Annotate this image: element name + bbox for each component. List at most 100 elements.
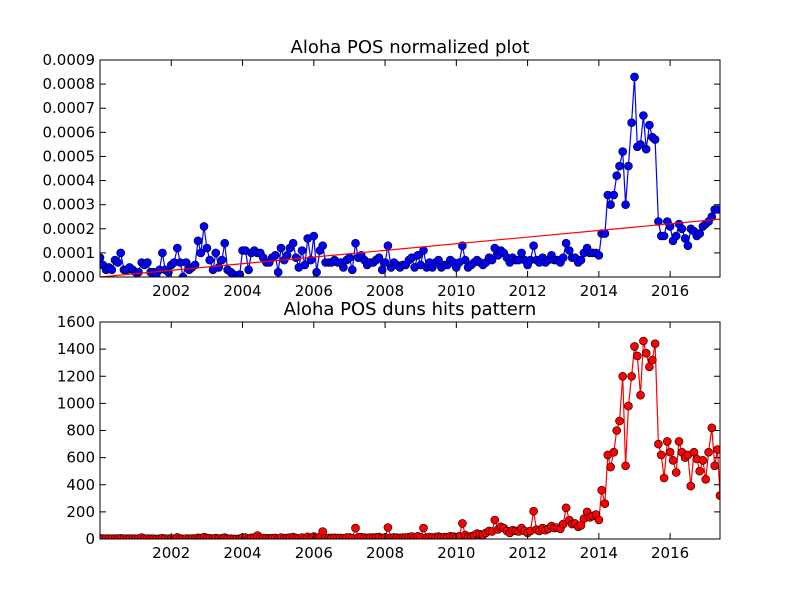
- data-point-1-180: [630, 342, 639, 351]
- data-point-0-84: [345, 253, 354, 263]
- data-point-1-208: [713, 445, 720, 454]
- x-tick-label-1-1: 2004: [223, 544, 261, 562]
- data-point-0-85: [347, 265, 357, 275]
- data-point-1-182: [636, 390, 645, 400]
- y-tick-label-1-8: 1600: [57, 313, 95, 331]
- x-tick-label-0-1: 2004: [223, 282, 261, 300]
- data-point-1-205: [704, 447, 713, 457]
- data-point-1-146: [529, 506, 538, 516]
- data-point-0-174: [612, 171, 622, 180]
- data-point-0-36: [202, 243, 212, 253]
- data-point-1-176: [618, 371, 628, 381]
- data-point-0-94: [374, 253, 384, 263]
- data-point-0-196: [677, 224, 687, 234]
- x-tick-label-0-2: 2006: [295, 282, 333, 300]
- axes-normalized-plot: Aloha POS normalized plot 2002 2004 2006 20…: [43, 37, 721, 300]
- data-point-0-68: [297, 246, 307, 255]
- data-point-0-132: [487, 255, 497, 265]
- data-point-1-174: [612, 426, 622, 435]
- data-point-0-96: [380, 258, 390, 267]
- data-point-0-4: [107, 265, 117, 275]
- data-point-1-122: [458, 519, 467, 528]
- y-tick-label-0-3: 0.0003: [43, 196, 96, 214]
- x-tick-label-0-4: 2010: [437, 282, 475, 300]
- x-tick-label-1-7: 2016: [651, 544, 689, 562]
- data-point-0-37: [205, 255, 214, 265]
- data-point-0-50: [244, 265, 253, 275]
- data-point-0-172: [606, 200, 615, 209]
- data-point-0-0: [100, 253, 105, 262]
- data-point-1-157: [561, 503, 571, 513]
- data-point-1-190: [659, 473, 669, 483]
- data-point-0-173: [609, 190, 619, 200]
- data-point-0-13: [134, 267, 143, 277]
- data-point-1-191: [662, 437, 672, 446]
- data-point-1-181: [632, 351, 642, 361]
- y-tick-label-1-4: 800: [66, 422, 95, 440]
- data-point-1-184: [641, 348, 651, 358]
- data-point-1-169: [597, 485, 607, 495]
- data-point-0-194: [671, 231, 681, 241]
- data-point-0-86: [351, 238, 360, 248]
- data-point-1-172: [606, 462, 615, 472]
- data-point-0-175: [615, 161, 624, 171]
- data-point-0-197: [680, 234, 690, 243]
- data-point-0-72: [309, 231, 319, 241]
- x-tick-label-1-0: 2002: [152, 544, 190, 562]
- data-point-1-97: [383, 523, 393, 532]
- data-point-1-199: [686, 481, 696, 491]
- data-point-0-179: [627, 118, 636, 127]
- data-point-0-188: [654, 217, 663, 226]
- data-point-0-35: [199, 222, 209, 231]
- data-point-1-203: [698, 455, 708, 465]
- data-point-0-63: [282, 251, 292, 260]
- data-point-0-28: [178, 272, 188, 277]
- data-point-1-188: [654, 439, 663, 449]
- data-point-0-202: [695, 229, 705, 238]
- y-tick-label-1-3: 600: [66, 449, 95, 467]
- data-point-0-176: [618, 147, 628, 156]
- data-point-0-158: [564, 246, 574, 255]
- x-tick-label-1-4: 2010: [437, 544, 475, 562]
- data-point-1-170: [600, 499, 610, 509]
- data-point-1-187: [650, 339, 660, 349]
- data-point-0-177: [621, 200, 630, 209]
- data-point-0-157: [561, 238, 571, 248]
- data-point-1-189: [656, 450, 666, 460]
- y-tick-label-1-5: 1000: [57, 394, 95, 412]
- x-tick-label-0-5: 2012: [508, 282, 546, 300]
- data-point-1-195: [674, 437, 684, 446]
- data-point-0-32: [190, 260, 200, 270]
- data-point-0-97: [383, 241, 393, 250]
- data-point-0-206: [707, 212, 717, 221]
- x-tick-label-0-6: 2014: [580, 282, 618, 300]
- y-tick-label-0-2: 0.0002: [43, 220, 96, 238]
- data-point-0-208: [713, 205, 720, 214]
- data-point-0-109: [419, 246, 428, 255]
- data-point-0-21: [158, 248, 167, 258]
- data-point-1-209: [715, 491, 720, 500]
- x-tick-label-1-6: 2014: [580, 544, 618, 562]
- data-point-0-7: [116, 248, 125, 258]
- x-tick-label-1-5: 2012: [508, 544, 546, 562]
- x-tick-label-1-3: 2008: [366, 544, 404, 562]
- data-point-1-173: [609, 447, 619, 457]
- trend-line: [100, 218, 720, 277]
- axes-frame-normalized: [99, 59, 721, 278]
- data-point-1-177: [621, 461, 630, 471]
- data-point-1-178: [624, 401, 633, 411]
- y-tick-label-0-8: 0.0008: [43, 75, 96, 93]
- y-tick-label-0-7: 0.0007: [43, 99, 96, 117]
- data-point-0-73: [312, 267, 321, 277]
- data-point-0-40: [214, 263, 223, 272]
- data-point-1-168: [594, 515, 604, 525]
- data-point-1-86: [351, 523, 360, 533]
- x-tick-label-0-3: 2008: [366, 282, 404, 300]
- data-point-0-60: [273, 267, 283, 277]
- data-point-0-95: [377, 265, 387, 275]
- data-point-0-75: [318, 241, 328, 250]
- data-point-0-142: [517, 248, 526, 258]
- data-point-1-204: [701, 474, 711, 484]
- data-point-0-34: [196, 248, 206, 258]
